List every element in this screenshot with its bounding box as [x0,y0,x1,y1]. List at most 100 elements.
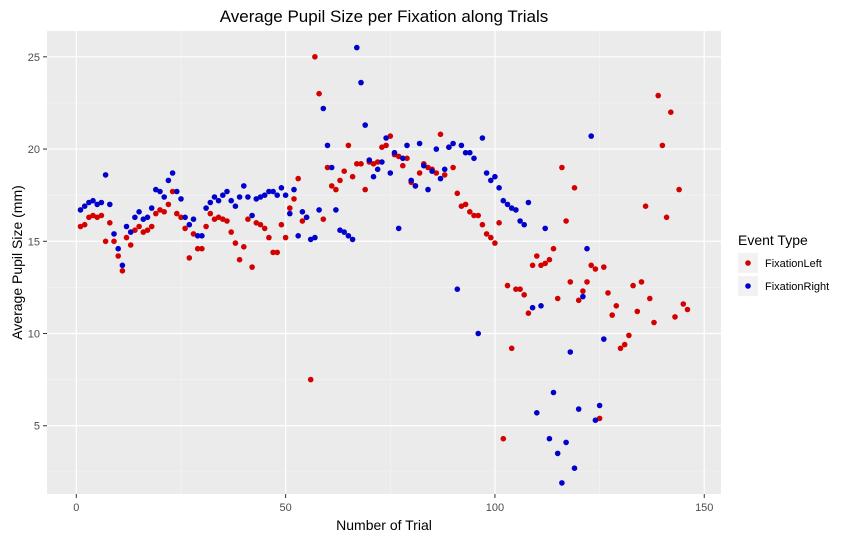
point-fixationright [437,175,444,182]
point-fixationleft [479,221,486,228]
point-fixationleft [379,144,385,150]
point-fixationleft [584,279,590,285]
point-fixationleft [592,266,599,272]
point-fixationright [312,234,318,241]
point-fixationright [421,162,427,169]
point-fixationleft [542,260,548,267]
point-fixationright [236,194,243,200]
point-fixationleft [663,214,670,221]
point-fixationright [270,188,276,195]
point-fixationright [525,199,532,206]
point-fixationleft [475,212,482,219]
point-fixationright [182,214,188,221]
point-fixationleft [642,203,649,209]
point-fixationleft [538,262,544,269]
point-fixationright [341,229,348,235]
point-fixationright [542,225,548,232]
point-fixationleft [404,155,410,162]
point-fixationright [178,196,184,202]
point-fixationleft [102,238,109,245]
point-fixationleft [684,306,691,313]
plot-panel [47,31,721,494]
point-fixationleft [249,264,255,270]
y-tick-label: 25 [28,52,40,64]
point-fixationright [324,142,331,149]
point-fixationleft [207,210,214,217]
x-tick-label: 100 [486,502,504,514]
point-fixationleft [400,162,406,169]
point-fixationright [77,207,84,213]
point-fixationleft [215,214,222,221]
point-fixationleft [601,264,607,270]
point-fixationleft [521,292,527,298]
point-fixationleft [504,282,511,289]
point-fixationleft [333,186,339,193]
point-fixationleft [513,286,519,293]
point-fixationleft [316,90,322,97]
point-fixationright [115,245,121,252]
point-fixationleft [467,209,473,215]
point-fixationright [153,186,159,193]
point-fixationright [550,389,557,396]
point-fixationright [186,221,193,228]
point-fixationright [441,166,448,173]
point-fixationright [299,209,306,215]
point-fixationright [391,149,398,156]
point-fixationleft [199,245,205,252]
point-fixationright [266,188,272,195]
point-fixationleft [127,242,134,248]
point-fixationleft [563,218,569,224]
point-fixationleft [613,303,620,309]
point-fixationleft [462,201,469,208]
point-fixationleft [483,231,490,237]
point-fixationleft [374,159,381,165]
point-fixationleft [496,220,502,226]
point-fixationleft [471,212,477,219]
point-fixationleft [107,220,113,226]
point-fixationright [140,216,147,222]
point-fixationright [90,197,96,204]
point-fixationright [157,188,163,195]
point-fixationleft [94,214,100,221]
point-fixationright [161,194,167,200]
point-fixationright [425,186,431,193]
point-fixationleft [169,188,176,195]
point-fixationleft [253,220,260,226]
point-fixationleft [115,253,121,259]
point-fixationright [567,349,574,355]
point-fixationright [379,159,385,165]
point-fixationleft [111,238,117,245]
point-fixationleft [174,210,180,217]
point-fixationright [538,303,544,309]
point-fixationleft [241,244,247,250]
point-fixationleft [450,164,456,171]
point-fixationleft [362,186,369,193]
point-fixationleft [668,109,674,115]
point-fixationright [81,203,88,209]
point-fixationleft [224,218,230,224]
legend-title: Event Type [738,232,808,248]
point-fixationleft [571,185,578,191]
point-fixationleft [81,221,88,228]
point-fixationright [366,157,373,163]
point-fixationleft [676,186,682,193]
point-fixationright [408,177,415,184]
point-fixationright [274,192,281,198]
point-fixationleft [266,234,272,241]
point-fixationright [261,192,268,198]
point-fixationright [458,142,465,149]
point-fixationright [601,336,607,342]
point-fixationleft [554,295,561,302]
point-fixationleft [157,207,163,213]
point-fixationleft [525,310,532,317]
point-fixationleft [454,190,461,197]
point-fixationleft [433,170,440,176]
point-fixationleft [228,229,234,235]
x-tick-label: 0 [73,502,79,514]
point-fixationleft [550,245,557,252]
point-fixationright [132,214,138,221]
point-fixationleft [282,234,289,241]
point-fixationright [295,233,302,239]
point-fixationleft [274,249,281,256]
point-fixationleft [383,142,389,149]
